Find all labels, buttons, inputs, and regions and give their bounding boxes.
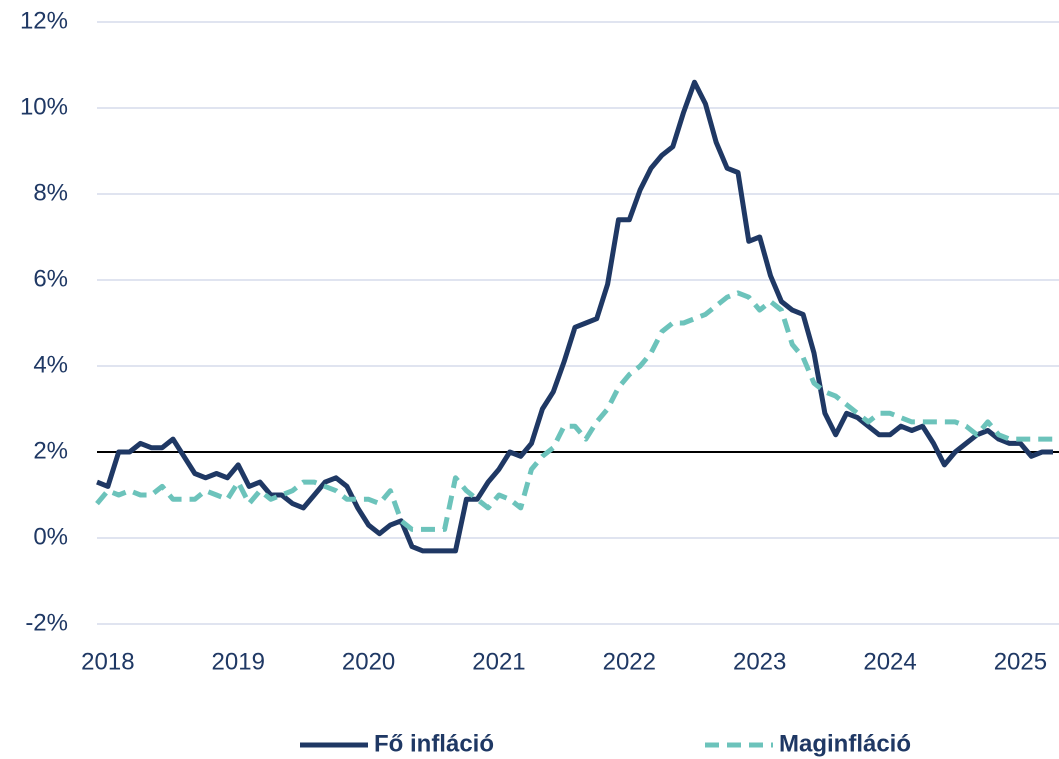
y-tick-label: 2% — [33, 437, 68, 464]
legend-label: Maginfláció — [779, 730, 911, 757]
y-tick-label: 12% — [20, 7, 68, 34]
line-series — [95, 290, 1053, 532]
legend-item: Maginfláció — [705, 730, 911, 757]
y-tick-label: -2% — [25, 609, 68, 636]
legend-item: Fő infláció — [300, 730, 494, 757]
x-tick-label: 2019 — [212, 648, 265, 675]
line-series — [96, 79, 1053, 554]
legend-label: Fő infláció — [374, 730, 494, 757]
legend: Fő infláció Maginfláció — [300, 730, 911, 757]
x-tick-label: 2021 — [472, 648, 525, 675]
y-tick-label: 8% — [33, 179, 68, 206]
x-tick-label: 2020 — [342, 648, 395, 675]
y-tick-label: 6% — [33, 265, 68, 292]
y-tick-label: 0% — [33, 523, 68, 550]
x-tick-label: 2018 — [81, 648, 134, 675]
x-tick-label: 2022 — [603, 648, 656, 675]
x-tick-label: 2024 — [863, 648, 916, 675]
x-tick-label: 2023 — [733, 648, 786, 675]
y-tick-label: 10% — [20, 93, 68, 120]
x-tick-label: 2025 — [994, 648, 1047, 675]
y-tick-label: 4% — [33, 351, 68, 378]
